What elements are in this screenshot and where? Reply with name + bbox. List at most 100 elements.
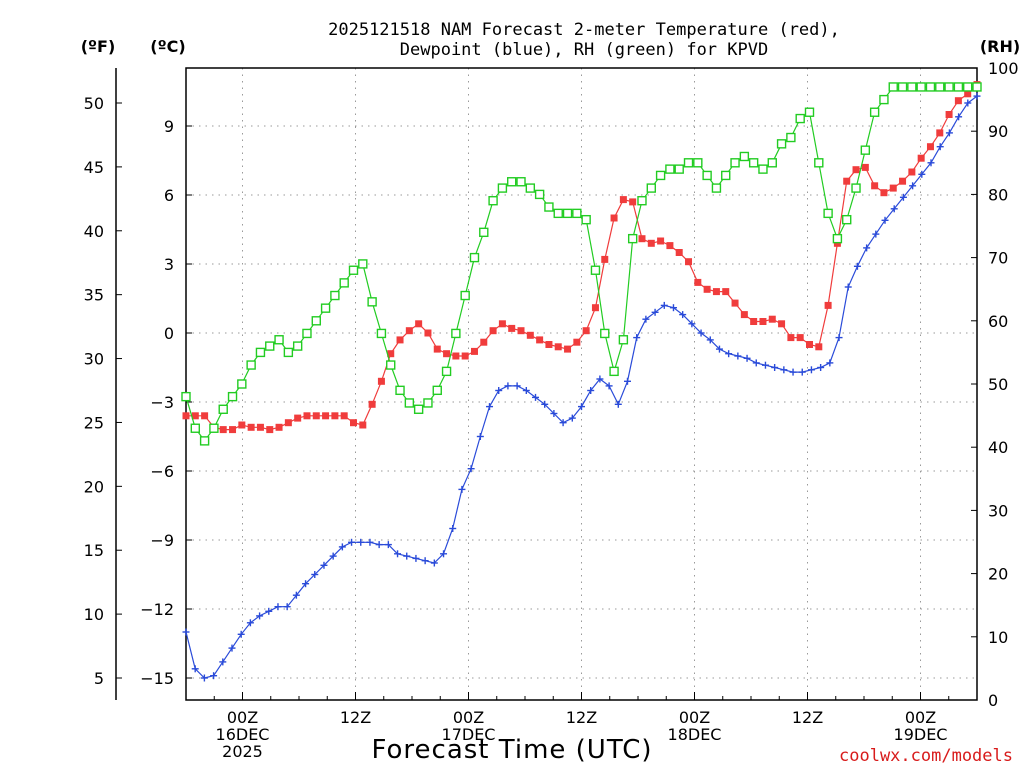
dewpoint-point — [936, 143, 944, 151]
dewpoint-point — [780, 366, 788, 374]
dewpoint-point — [458, 485, 466, 493]
temperature-point — [229, 426, 237, 434]
rh-point — [432, 385, 442, 396]
dewpoint-point — [872, 230, 880, 238]
rh-point — [590, 265, 601, 275]
fahrenheit-tick-label: 15 — [84, 541, 104, 560]
rh-point — [646, 183, 656, 193]
x-tick-label: 00Z — [679, 708, 710, 727]
temperature-point — [340, 412, 348, 420]
rh-point — [962, 82, 973, 92]
rh-tick-label: 70 — [988, 249, 1008, 268]
rh-point — [748, 158, 759, 168]
rh-point — [851, 183, 861, 193]
dewpoint-point — [743, 354, 751, 362]
temperature-point — [852, 166, 860, 174]
dewpoint-point — [863, 244, 871, 252]
rh-point — [181, 391, 191, 402]
temperature-point — [778, 320, 786, 328]
temperature-point — [489, 327, 497, 335]
rh-point — [274, 335, 284, 345]
fahrenheit-tick-label: 35 — [84, 286, 104, 305]
rh-point — [683, 158, 694, 168]
dewpoint-point — [476, 433, 484, 440]
rh-point — [925, 82, 936, 92]
dewpoint-point — [513, 382, 521, 390]
dewpoint-point — [688, 320, 696, 328]
temperature-point — [629, 198, 637, 206]
temperature-point — [750, 318, 758, 325]
dewpoint-point — [734, 352, 742, 360]
temperature-point — [266, 426, 274, 434]
dewpoint-point — [596, 375, 604, 383]
rh-point — [367, 297, 377, 307]
rh-unit-label: (RH) — [980, 37, 1020, 56]
temperature-point — [219, 426, 227, 434]
fahrenheit-tick-label: 30 — [84, 350, 104, 369]
rh-point — [516, 177, 526, 187]
temperature-point — [312, 412, 320, 420]
dewpoint-point — [899, 193, 907, 201]
dewpoint-point — [329, 552, 337, 560]
dewpoint-point — [182, 628, 190, 636]
x-tick-label: 00Z — [905, 708, 936, 727]
dewpoint-point — [357, 538, 365, 546]
fahrenheit-tick-label: 25 — [84, 413, 104, 432]
temperature-point — [731, 299, 739, 307]
temperature-point — [796, 334, 804, 342]
temperature-point — [359, 421, 367, 429]
temperature-point — [433, 345, 441, 353]
temperature-point — [582, 327, 590, 335]
temperature-point — [685, 258, 693, 266]
temperature-point — [182, 412, 190, 420]
temperature-point — [387, 350, 395, 358]
temperature-point — [601, 255, 609, 263]
temperature-point — [284, 419, 292, 427]
rh-tick-label: 100 — [988, 59, 1019, 78]
celsius-tick-label: −9 — [150, 531, 174, 550]
x-tick-label: 2025 — [222, 742, 263, 761]
rh-point — [637, 196, 647, 206]
fahrenheit-tick-label: 50 — [84, 94, 104, 113]
rh-point — [879, 94, 889, 105]
temperature-point — [694, 278, 702, 286]
dewpoint-point — [375, 541, 383, 549]
temperature-point — [759, 318, 767, 325]
temperature-point — [899, 177, 907, 185]
rh-point — [376, 328, 387, 339]
x-tick-label: 12Z — [566, 708, 597, 727]
dewpoint-point — [504, 382, 512, 390]
rh-point — [479, 227, 489, 238]
rh-point — [711, 183, 722, 193]
temperature-point — [675, 249, 683, 256]
rh-point — [907, 82, 917, 92]
rh-point — [627, 233, 638, 244]
temperature-point — [405, 327, 413, 335]
temperature-point — [554, 343, 562, 351]
celsius-tick-label: 0 — [164, 324, 174, 343]
rh-point — [832, 233, 843, 244]
dewpoint-point — [246, 619, 254, 627]
rh-point — [823, 208, 833, 219]
dewpoint-point — [311, 571, 319, 578]
dewpoint-point — [651, 308, 659, 316]
rh-tick-label: 30 — [988, 501, 1008, 520]
rh-tick-label: 40 — [988, 438, 1008, 457]
dewpoint-point — [623, 377, 631, 385]
temperature-point — [945, 111, 953, 118]
dewpoint-point — [366, 538, 374, 546]
dewpoint-point — [421, 557, 429, 565]
celsius-tick-label: −12 — [140, 600, 174, 619]
rh-point — [404, 398, 415, 408]
rh-point — [534, 189, 545, 200]
rh-tick-label: 20 — [988, 565, 1008, 584]
temperature-point — [247, 423, 255, 431]
dewpoint-point — [669, 304, 677, 312]
rh-tick-label: 60 — [988, 312, 1008, 331]
temperature-point — [954, 97, 962, 105]
rh-point — [869, 107, 880, 117]
dewpoint-point — [679, 311, 687, 319]
temperature-point — [647, 239, 655, 247]
temperature-point — [256, 423, 264, 431]
